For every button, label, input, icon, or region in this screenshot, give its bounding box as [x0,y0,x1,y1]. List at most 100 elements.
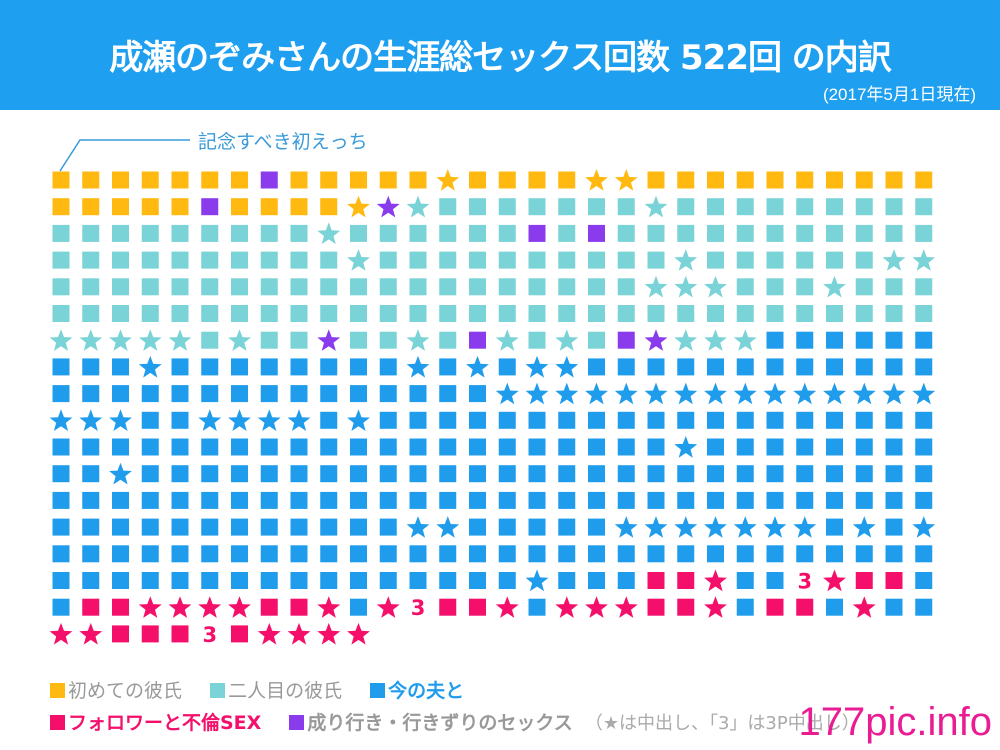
star-husband [228,409,251,431]
square-first-boyfriend [320,198,338,216]
square-second-boyfriend [379,331,397,349]
square-second-boyfriend [171,251,189,269]
square-husband [885,465,903,483]
square-second-boyfriend [588,331,605,349]
square-second-boyfriend [141,278,159,296]
square-second-boyfriend [260,251,278,269]
square-second-boyfriend [112,251,129,269]
square-casual [201,198,219,216]
square-second-boyfriend [52,251,70,269]
square-second-boyfriend [796,305,814,322]
square-second-boyfriend [915,305,933,322]
legend-first-boyfriend: 初めての彼氏 [50,680,182,702]
square-first-boyfriend [320,171,338,189]
square-second-boyfriend [498,251,516,269]
square-husband [707,411,724,429]
square-second-boyfriend [201,224,219,242]
threesome-mark-follower-affair: 3 [411,596,426,620]
square-husband [915,598,933,616]
square-husband [320,465,338,483]
square-husband [469,545,486,563]
square-husband [588,438,605,456]
star-casual [644,329,668,351]
square-husband [52,358,70,376]
square-husband [677,491,695,509]
square-second-boyfriend [588,198,605,216]
square-second-boyfriend [112,305,129,322]
square-first-boyfriend [796,171,814,189]
square-second-boyfriend [379,278,397,296]
square-second-boyfriend [350,224,367,242]
square-second-boyfriend [885,305,903,322]
square-husband [528,598,546,616]
square-second-boyfriend [677,198,695,216]
square-husband [82,572,100,589]
square-husband [498,491,516,509]
star-second-boyfriend [674,249,698,271]
square-second-boyfriend [231,224,248,242]
square-husband [52,518,70,536]
square-second-boyfriend [290,278,308,296]
star-follower-affair [852,596,876,618]
square-second-boyfriend [201,305,219,322]
square-second-boyfriend [707,251,724,269]
square-husband [260,385,278,403]
square-second-boyfriend [647,251,665,269]
star-husband [644,516,668,538]
square-second-boyfriend [736,198,754,216]
square-husband [82,385,100,403]
square-husband [915,465,933,483]
legend-casual: 成り行き・行きずりのセックス [289,712,573,734]
square-second-boyfriend [707,198,724,216]
square-second-boyfriend [171,305,189,322]
square-husband [528,411,546,429]
square-husband [201,545,219,563]
square-second-boyfriend [826,224,843,242]
star-follower-affair [585,596,608,618]
square-second-boyfriend [439,331,457,349]
square-husband [112,518,129,536]
square-follower-affair [647,572,665,589]
square-husband [201,465,219,483]
square-second-boyfriend [409,278,427,296]
square-first-boyfriend [290,198,308,216]
square-husband [766,331,784,349]
square-husband [498,438,516,456]
square-husband [231,545,248,563]
square-husband [766,438,784,456]
square-husband [350,491,367,509]
square-husband [52,385,70,403]
first-time-annotation: 記念すべき初えっち [198,131,368,153]
square-second-boyfriend [617,224,635,242]
square-husband [82,358,100,376]
square-second-boyfriend [260,224,278,242]
square-first-boyfriend [855,171,873,189]
star-husband [852,382,876,405]
star-follower-affair [287,622,311,645]
star-follower-affair [257,622,281,645]
square-follower-affair [796,598,814,616]
square-husband [796,465,814,483]
square-husband [141,411,159,429]
square-husband [885,331,903,349]
star-husband [793,382,817,405]
square-husband [379,518,397,536]
square-first-boyfriend [171,198,189,216]
square-husband [647,465,665,483]
square-second-boyfriend [469,251,486,269]
star-husband [912,382,936,405]
square-husband [498,411,516,429]
square-husband [141,491,159,509]
square-husband [141,545,159,563]
star-second-boyfriend [674,329,698,351]
square-husband [260,518,278,536]
square-husband [350,545,367,563]
square-husband [439,411,457,429]
square-second-boyfriend [528,198,546,216]
square-husband [915,331,933,349]
square-husband [588,465,605,483]
square-first-boyfriend [82,198,100,216]
square-follower-affair [439,598,457,616]
square-husband [290,385,308,403]
square-second-boyfriend [588,251,605,269]
